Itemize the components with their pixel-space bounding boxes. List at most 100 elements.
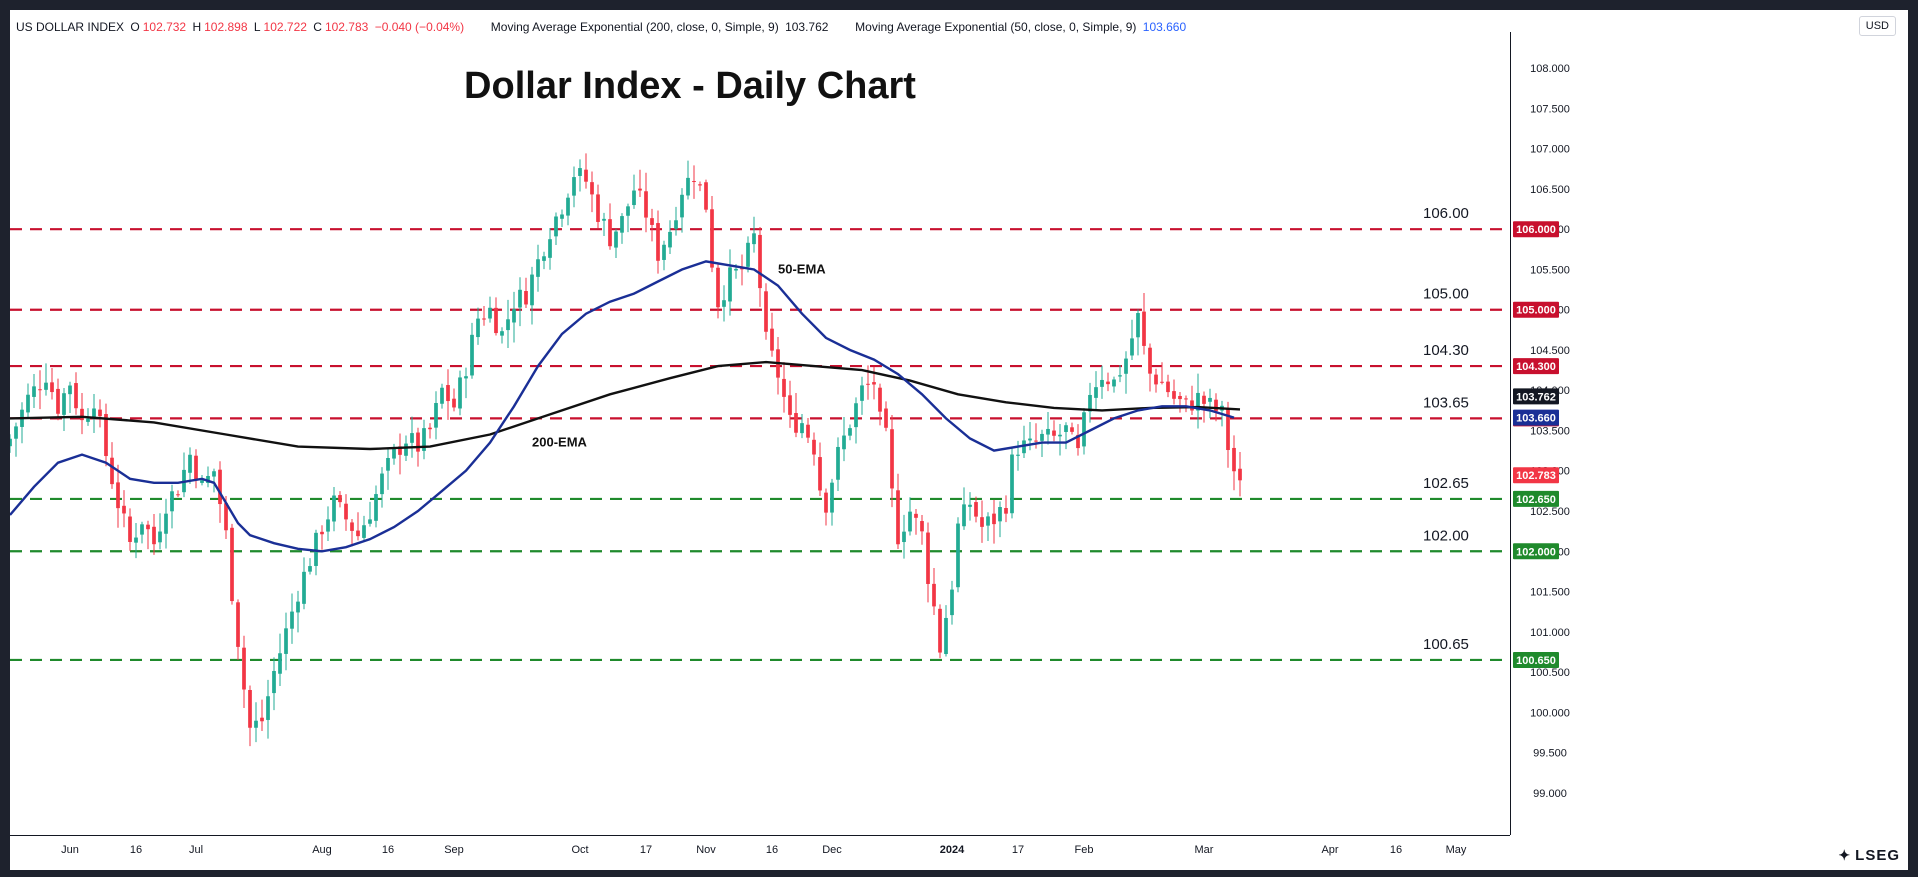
level-price-tag: 100.650 (1513, 651, 1559, 668)
candle-body (1154, 374, 1158, 385)
candle-body (1178, 395, 1182, 400)
candle-body (854, 403, 858, 428)
price-tag-box (1513, 301, 1559, 318)
x-tick-label: 17 (640, 844, 652, 856)
candle-body (374, 494, 378, 521)
candle (608, 203, 612, 250)
candle (1106, 372, 1110, 392)
candle (710, 196, 714, 273)
candle (20, 402, 24, 444)
candle-body (950, 589, 954, 616)
candle-body (482, 318, 486, 320)
candle (1148, 343, 1152, 392)
candle-body (710, 209, 714, 268)
price-tag-box (1513, 467, 1559, 484)
candle-body (632, 190, 636, 206)
candle (68, 381, 72, 413)
candle-body (914, 513, 918, 518)
candle (656, 210, 660, 274)
price-tag-label: 103.762 (1516, 391, 1556, 403)
price-tag-box (1513, 651, 1559, 668)
candle (1010, 446, 1014, 519)
candle (926, 522, 930, 603)
candle-body (668, 231, 672, 248)
candle (1160, 362, 1164, 385)
candle (236, 599, 240, 660)
candle (362, 515, 366, 541)
candle (356, 512, 360, 541)
price-tag-box (1513, 388, 1559, 405)
candle (602, 212, 606, 237)
candle-body (818, 457, 822, 491)
candle-body (14, 426, 18, 439)
candle-body (326, 519, 330, 532)
candle-body (404, 443, 408, 456)
candle (548, 227, 552, 270)
chart-frame: US DOLLAR INDEX O 102.732 H 102.898 L 102.7… (10, 10, 1908, 870)
candle (266, 679, 270, 739)
candle-body (140, 524, 144, 535)
candle (194, 449, 198, 489)
candle-body (968, 504, 972, 507)
candle-body (212, 471, 216, 477)
candle (122, 490, 126, 528)
candle-body (728, 267, 732, 302)
candle-body (908, 511, 912, 532)
low-label: L (253, 20, 261, 34)
candle (1130, 319, 1134, 360)
candle (1082, 408, 1086, 455)
close-value: 102.783 (324, 20, 369, 34)
candle (80, 392, 84, 435)
candle (26, 383, 30, 419)
candle-body (1100, 379, 1104, 387)
candle-body (920, 521, 924, 532)
candle (152, 513, 156, 555)
y-tick-label: 106.500 (1530, 184, 1570, 196)
candle-body (278, 653, 282, 674)
candle (50, 368, 54, 400)
candle (170, 484, 174, 529)
candle (248, 685, 252, 747)
candle (512, 291, 516, 343)
x-tick-label: Feb (1075, 844, 1094, 856)
current-price-tag: 103.660 (1513, 409, 1559, 426)
candle (488, 296, 492, 323)
candle-body (536, 259, 540, 277)
candle (1112, 376, 1116, 393)
candle (1052, 420, 1056, 442)
candle-body (1208, 397, 1212, 402)
price-tag-box (1513, 358, 1559, 375)
candle (998, 501, 1002, 538)
candle (776, 336, 780, 395)
currency-button[interactable]: USD (1858, 16, 1896, 36)
candle (824, 488, 828, 526)
candle-body (926, 532, 930, 584)
candle-body (56, 388, 60, 414)
price-tag-label: 102.650 (1516, 494, 1556, 506)
candlestick-chart[interactable]: 99.000 99.500 100.000 100.500 101.000 101.500… (10, 10, 1908, 870)
candle (560, 209, 564, 228)
candle-body (1118, 375, 1122, 377)
candle (308, 558, 312, 575)
candle-body (494, 307, 498, 334)
candle-body (1016, 454, 1020, 456)
candle (758, 227, 762, 307)
candle-body (572, 177, 576, 196)
candle-body (380, 473, 384, 495)
candle-body (1088, 394, 1092, 412)
candle (296, 590, 300, 633)
candle-body (1166, 381, 1170, 393)
candle-body (62, 393, 66, 415)
candle-body (86, 418, 90, 422)
candle-body (98, 409, 102, 417)
candle (1088, 382, 1092, 423)
candle-body (1058, 434, 1062, 437)
candle (1166, 374, 1170, 398)
price-tag-label: 104.300 (1516, 361, 1556, 373)
price-tag-label: 100.650 (1516, 655, 1556, 667)
change-value: −0.040 (−0.04%) (374, 20, 465, 34)
candle-body (416, 432, 420, 452)
candle-body (1010, 454, 1014, 514)
candle-body (866, 383, 870, 385)
candle (596, 184, 600, 229)
